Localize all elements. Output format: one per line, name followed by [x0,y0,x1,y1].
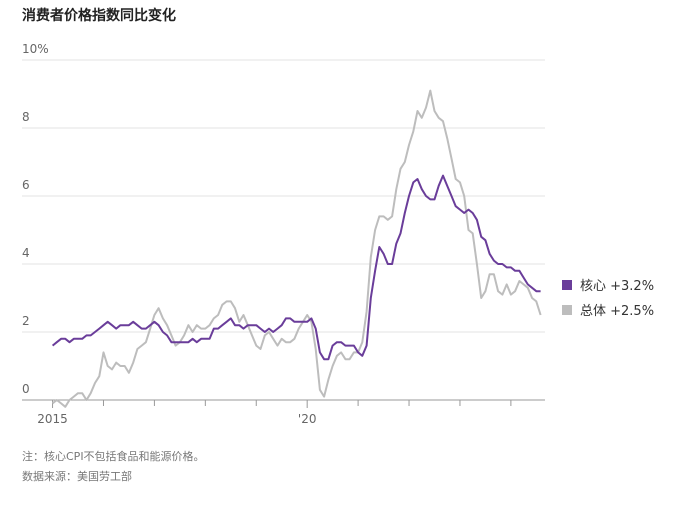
y-tick-label: 10% [22,42,49,56]
y-tick-label: 0 [22,382,30,396]
x-tick-label: 2015 [37,412,68,426]
y-tick-label: 2 [22,314,30,328]
chart-title: 消费者价格指数同比变化 [22,7,176,24]
legend-swatch [562,305,572,315]
series-line [51,89,542,408]
note: 注：核心CPI不包括食品和能源价格。 [22,449,205,463]
x-tick-label: '20 [298,412,317,426]
series-line [51,174,541,361]
legend-label: 总体 +2.5% [580,304,654,319]
legend-label: 核心 +3.2% [580,279,654,294]
y-tick-label: 8 [22,110,30,124]
legend-swatch [562,280,572,290]
y-tick-label: 6 [22,178,30,192]
note: 数据来源：美国劳工部 [22,469,132,483]
y-tick-label: 4 [22,246,30,260]
